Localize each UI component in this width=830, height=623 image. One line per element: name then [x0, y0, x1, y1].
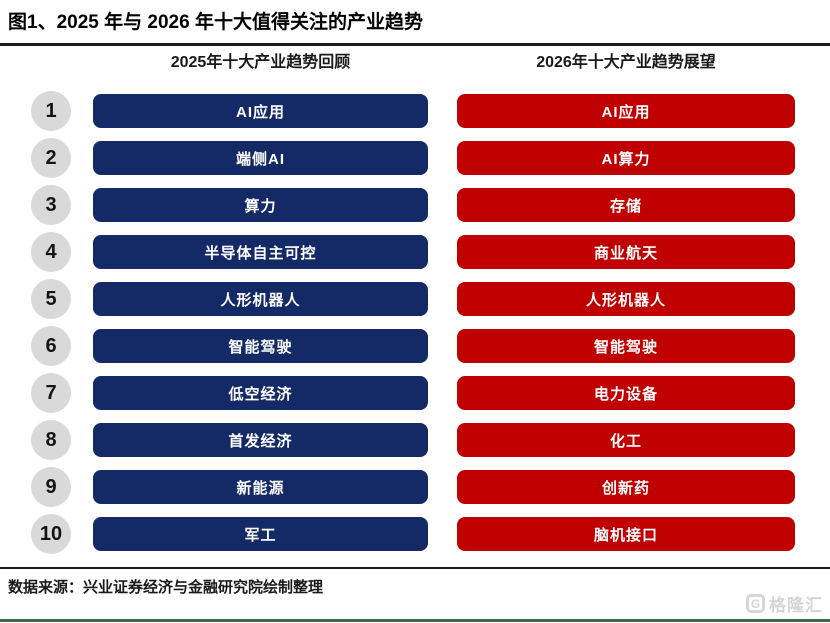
- trend-row-10: 10 军工 脑机接口: [0, 514, 830, 554]
- column-headers: 2025年十大产业趋势回顾 2026年十大产业趋势展望: [0, 53, 830, 73]
- trend-2025-item: 新能源: [93, 470, 428, 504]
- gelonghui-watermark: G 格隆汇: [746, 591, 823, 616]
- trend-2025-item: 人形机器人: [93, 282, 428, 316]
- trend-row-3: 3 算力 存储: [0, 185, 830, 225]
- trend-2026-item: AI算力: [457, 141, 795, 175]
- trend-row-8: 8 首发经济 化工: [0, 420, 830, 460]
- trend-2026-item: 存储: [457, 188, 795, 222]
- trend-2026-item: 创新药: [457, 470, 795, 504]
- trend-2026-item: 人形机器人: [457, 282, 795, 316]
- trend-row-1: 1 AI应用 AI应用: [0, 91, 830, 131]
- trend-2026-item: 脑机接口: [457, 517, 795, 551]
- trend-2025-item: 军工: [93, 517, 428, 551]
- gelonghui-logo-text: 格隆汇: [769, 596, 823, 615]
- rank-badge: 3: [31, 185, 71, 225]
- rank-badge: 4: [31, 232, 71, 272]
- trend-2026-item: 智能驾驶: [457, 329, 795, 363]
- column-header-2026: 2026年十大产业趋势展望: [536, 54, 716, 71]
- trend-2025-item: 半导体自主可控: [93, 235, 428, 269]
- trend-2026-item: 电力设备: [457, 376, 795, 410]
- trend-row-6: 6 智能驾驶 智能驾驶: [0, 326, 830, 366]
- bottom-border-line: [0, 619, 830, 622]
- trend-2025-item: 端侧AI: [93, 141, 428, 175]
- rank-badge: 1: [31, 91, 71, 131]
- trend-rows: 1 AI应用 AI应用 2 端侧AI AI算力 3 算力 存储 4 半导体自主可…: [0, 91, 830, 554]
- rank-badge: 7: [31, 373, 71, 413]
- rank-badge: 9: [31, 467, 71, 507]
- figure-title: 图1、2025 年与 2026 年十大值得关注的产业趋势: [8, 12, 423, 33]
- trend-2026-item: 商业航天: [457, 235, 795, 269]
- trend-2025-item: AI应用: [93, 94, 428, 128]
- rank-badge: 8: [31, 420, 71, 460]
- title-divider: [0, 43, 830, 46]
- trend-row-5: 5 人形机器人 人形机器人: [0, 279, 830, 319]
- rank-badge: 10: [31, 514, 71, 554]
- rank-badge: 5: [31, 279, 71, 319]
- data-source-text: 数据来源：兴业证券经济与金融研究院绘制整理: [8, 579, 324, 596]
- trend-row-2: 2 端侧AI AI算力: [0, 138, 830, 178]
- trend-2025-item: 智能驾驶: [93, 329, 428, 363]
- trend-row-4: 4 半导体自主可控 商业航天: [0, 232, 830, 272]
- rank-badge: 6: [31, 326, 71, 366]
- column-header-2025: 2025年十大产业趋势回顾: [170, 54, 351, 71]
- trend-2025-item: 低空经济: [93, 376, 428, 410]
- gelonghui-logo-icon: G: [746, 594, 765, 613]
- trend-2026-item: AI应用: [457, 94, 795, 128]
- trend-2026-item: 化工: [457, 423, 795, 457]
- trend-row-7: 7 低空经济 电力设备: [0, 373, 830, 413]
- trend-2025-item: 首发经济: [93, 423, 428, 457]
- trend-2025-item: 算力: [93, 188, 428, 222]
- trend-row-9: 9 新能源 创新药: [0, 467, 830, 507]
- source-divider: [0, 567, 830, 569]
- rank-badge: 2: [31, 138, 71, 178]
